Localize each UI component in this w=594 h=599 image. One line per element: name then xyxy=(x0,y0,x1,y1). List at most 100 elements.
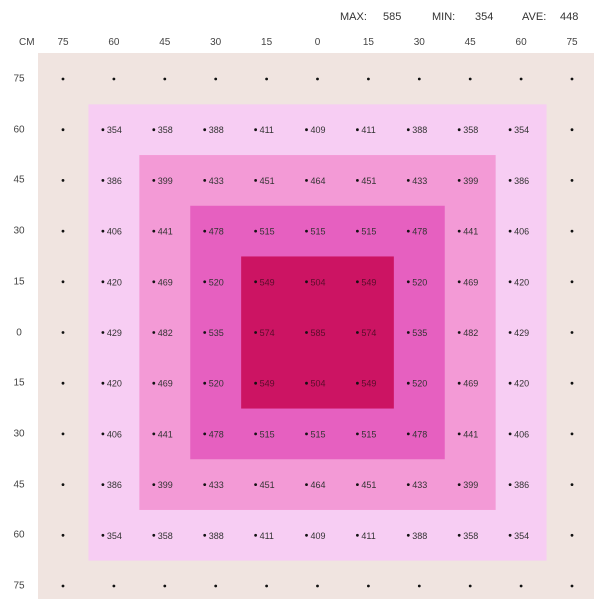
grid-point xyxy=(152,432,156,436)
cell-value-label: 406 xyxy=(107,227,122,237)
cell-value-label: 388 xyxy=(412,531,427,541)
cell-value-label: 520 xyxy=(412,379,427,389)
grid-point xyxy=(406,331,410,334)
grid-point xyxy=(570,483,574,486)
grid-point xyxy=(457,128,461,132)
grid-point xyxy=(457,179,461,182)
cell-value-label: 420 xyxy=(514,379,529,389)
grid-point xyxy=(152,280,156,284)
cell-value-label: 478 xyxy=(209,429,224,439)
cell-value-label: 478 xyxy=(209,227,224,237)
max-label: MAX: xyxy=(340,11,367,23)
grid-point xyxy=(101,533,105,537)
grid-point xyxy=(101,331,105,334)
grid-point xyxy=(457,533,461,537)
grid-point xyxy=(203,483,207,486)
cell-value-label: 358 xyxy=(463,531,478,541)
grid-point xyxy=(254,533,257,537)
grid-point xyxy=(406,179,410,182)
grid-point xyxy=(570,381,574,385)
cell-value-label: 469 xyxy=(158,277,173,287)
grid-point xyxy=(406,533,410,537)
grid-point xyxy=(406,381,410,385)
grid-point xyxy=(519,77,523,81)
cell-value-label: 399 xyxy=(158,480,173,490)
grid-point xyxy=(101,229,105,233)
x-tick-label: 15 xyxy=(261,37,273,48)
grid-point xyxy=(254,483,257,486)
cell-value-label: 549 xyxy=(361,277,376,287)
cell-value-label: 549 xyxy=(260,379,275,389)
cell-value-label: 451 xyxy=(260,480,275,490)
grid-point xyxy=(61,280,65,284)
grid-point xyxy=(214,584,218,588)
grid-point xyxy=(570,432,574,436)
grid-point xyxy=(152,229,156,233)
cell-value-label: 441 xyxy=(158,227,173,237)
cell-value-label: 433 xyxy=(412,480,427,490)
cell-value-label: 429 xyxy=(107,328,122,338)
cell-value-label: 469 xyxy=(158,379,173,389)
grid-point xyxy=(305,432,308,436)
max-value: 585 xyxy=(383,11,402,23)
grid-point xyxy=(203,533,207,537)
cell-value-label: 406 xyxy=(514,429,529,439)
grid-point xyxy=(265,584,268,588)
x-tick-label: 75 xyxy=(57,37,69,48)
grid-point xyxy=(254,229,257,233)
cell-value-label: 409 xyxy=(311,125,326,135)
grid-point xyxy=(203,381,207,385)
cell-value-label: 441 xyxy=(463,429,478,439)
grid-point xyxy=(305,229,308,233)
ave-value: 448 xyxy=(560,11,579,23)
cell-value-label: 515 xyxy=(361,429,376,439)
grid-point xyxy=(265,77,268,81)
cell-value-label: 520 xyxy=(209,277,224,287)
cell-value-label: 549 xyxy=(361,379,376,389)
cell-value-label: 515 xyxy=(311,227,326,237)
cell-value-label: 535 xyxy=(209,328,224,338)
grid-point xyxy=(163,584,167,588)
cell-value-label: 386 xyxy=(514,176,529,186)
grid-point xyxy=(305,128,308,132)
grid-point xyxy=(367,77,370,81)
grid-point xyxy=(570,229,574,233)
grid-point xyxy=(101,280,105,284)
grid-point xyxy=(101,381,105,385)
grid-point xyxy=(112,584,116,588)
cell-value-label: 411 xyxy=(361,531,375,541)
cell-value-label: 399 xyxy=(463,480,478,490)
ave-label: AVE: xyxy=(522,11,547,23)
grid-point xyxy=(356,331,359,334)
grid-point xyxy=(61,331,65,334)
min-value: 354 xyxy=(475,11,494,23)
cell-value-label: 504 xyxy=(311,379,326,389)
cell-value-label: 478 xyxy=(412,227,427,237)
x-tick-label: 30 xyxy=(413,37,425,48)
grid-point xyxy=(254,128,257,132)
cell-value-label: 420 xyxy=(107,379,122,389)
y-tick-label: 75 xyxy=(13,580,25,592)
grid-point xyxy=(254,280,257,284)
grid-point xyxy=(508,280,512,284)
y-tick-label: 15 xyxy=(13,377,25,389)
grid-point xyxy=(316,584,319,588)
grid-point xyxy=(356,229,359,233)
grid-point xyxy=(112,77,116,81)
grid-point xyxy=(570,179,574,182)
stats-bar: MAX: 585 MIN: 354 AVE: 448 xyxy=(0,11,594,27)
grid-point xyxy=(254,432,257,436)
grid-point xyxy=(203,331,207,334)
grid-point xyxy=(457,381,461,385)
grid-point xyxy=(570,584,574,588)
y-tick-label: 75 xyxy=(13,73,25,85)
grid-point xyxy=(254,381,257,385)
cell-value-label: 409 xyxy=(311,531,326,541)
x-tick-label: 30 xyxy=(210,37,222,48)
grid-point xyxy=(570,77,574,81)
y-tick-label: 15 xyxy=(13,276,25,288)
grid-point xyxy=(570,128,574,132)
grid-point xyxy=(519,584,523,588)
cell-value-label: 504 xyxy=(311,277,326,287)
cell-value-label: 388 xyxy=(209,531,224,541)
